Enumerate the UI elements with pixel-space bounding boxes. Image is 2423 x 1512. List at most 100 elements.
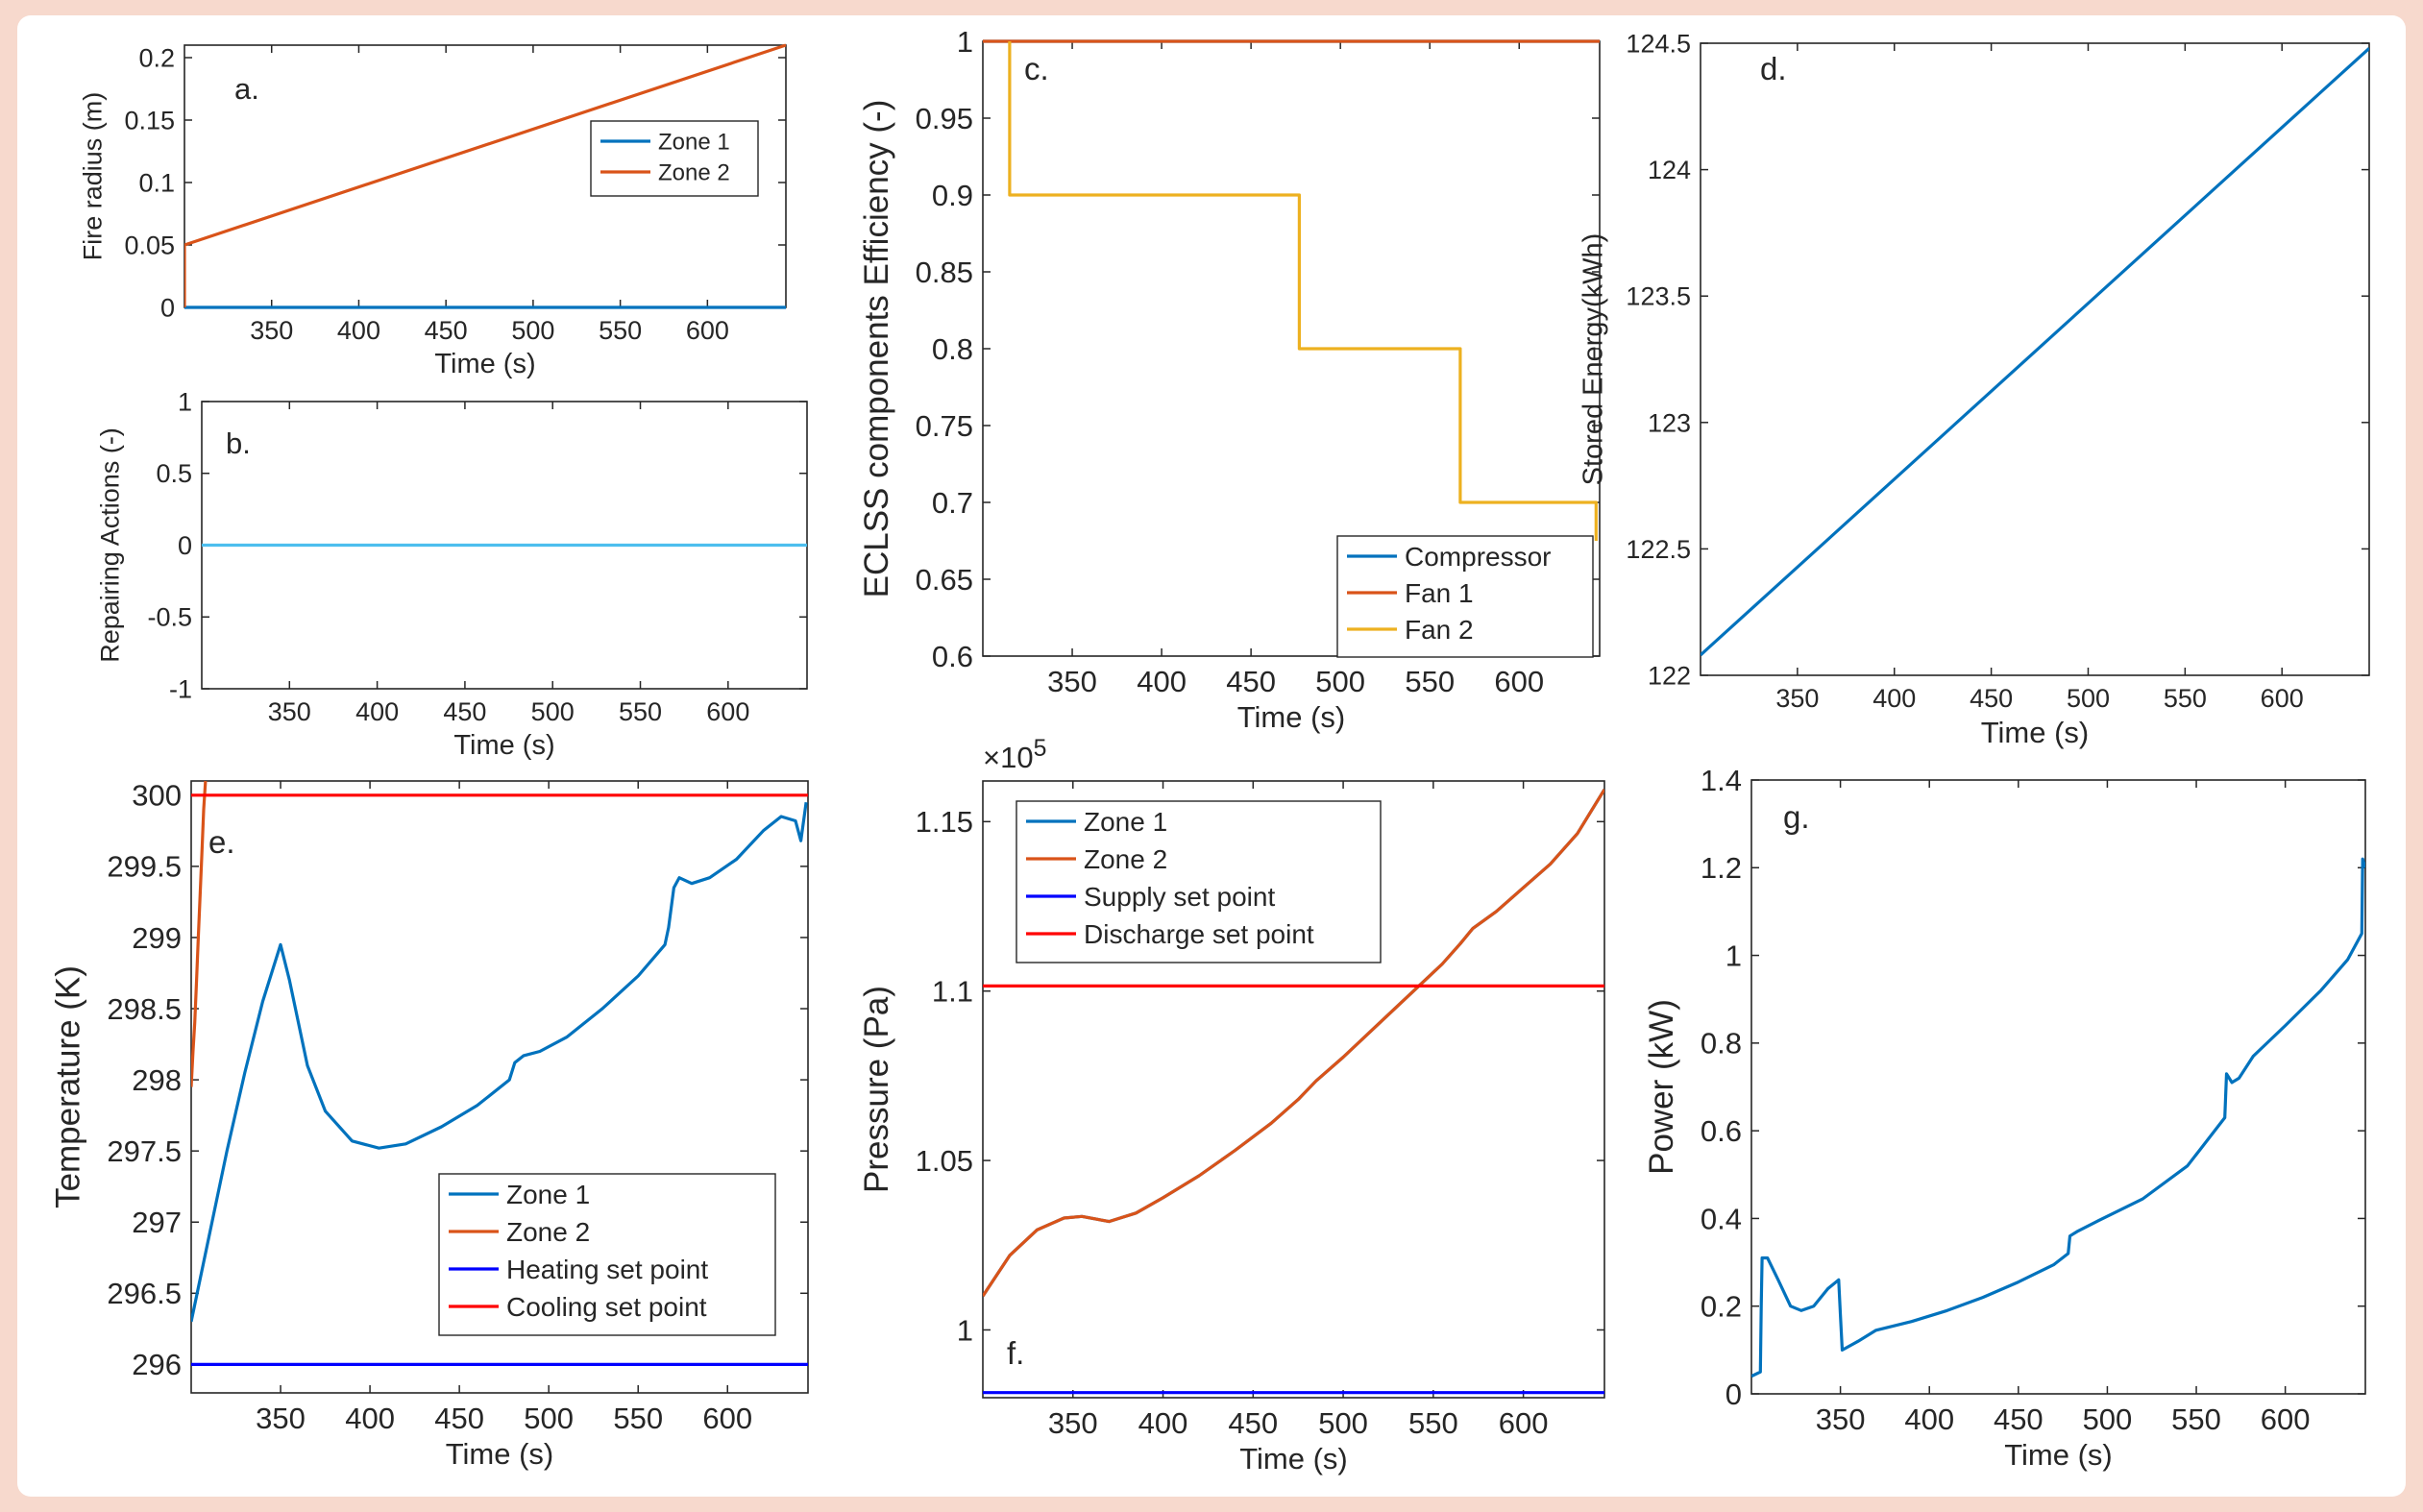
x-tick-label: 450 [1994,1402,2044,1436]
x-tick-label: 450 [1970,684,2013,713]
y-tick-label: 1.2 [1701,851,1742,885]
y-tick-label: 0.8 [932,332,973,366]
y-axis-label: Temperature (K) [49,965,86,1208]
x-tick-label: 500 [2067,684,2110,713]
x-tick-label: 600 [2261,1402,2311,1436]
y-tick-label: 299 [132,921,182,955]
legend-entry: Supply set point [1084,882,1275,912]
x-axis-label: Time (s) [1237,700,1346,734]
legend-entry: Heating set point [506,1255,708,1284]
legend: Zone 1 Zone 2 Supply set point Discharge se… [1016,800,1382,963]
x-tick-label: 550 [1405,665,1455,698]
y-tick-label: 1 [178,387,192,416]
chart-panel-g: 350 400 450 500 550 600 0 0.2 0.4 0.6 0.8 1 1.2 1.4 Ti… [1643,764,2366,1472]
x-tick-label: 600 [686,316,729,345]
x-axis-label: Time (s) [446,1437,554,1471]
legend: Compressor Fan 1 Fan 2 [1336,535,1594,658]
series-line-zone-2 [983,788,1604,1298]
y-tick-label: 297.5 [107,1134,182,1168]
y-tick-label: 1 [957,25,973,59]
y-tick-label: 298.5 [107,992,182,1026]
x-tick-label: 350 [1775,684,1819,713]
legend-entry: Fan 2 [1405,615,1474,645]
series-group [983,39,1600,541]
x-tick-label: 400 [337,316,380,345]
series-group [191,780,808,1367]
y-tick-label: 1 [1725,939,1742,972]
y-axis-label: Repairing Actions (-) [95,427,124,663]
y-tick-label: 0.2 [1701,1290,1742,1324]
x-tick-label: 400 [1138,1406,1188,1440]
x-tick-label: 350 [256,1402,306,1435]
y-tick-label: 122.5 [1626,535,1691,564]
x-tick-label: 450 [443,697,486,726]
x-axis-label: Time (s) [1239,1442,1348,1475]
legend-entry: Compressor [1405,542,1551,572]
legend-entry: Zone 2 [1084,844,1167,874]
x-tick-label: 350 [1048,1406,1098,1440]
series-group [1751,857,2365,1378]
chart-panel-e: 350 400 450 500 550 600 296 296.5 297 297.5 298 298… [49,779,809,1471]
chart-panel-c: 350 400 450 500 550 600 0.6 0.65 0.7 0.75 0.8 0.85 0… [858,25,1601,734]
y-tick-label: 0.9 [932,179,973,212]
series-group [1701,47,2369,657]
y-tick-label: 1.05 [916,1144,973,1178]
y-axis-label: ECLSS components Efficiency (-) [858,100,895,598]
x-tick-label: 550 [613,1402,663,1435]
series-line-power [1751,857,2365,1378]
x-tick-label: 450 [1228,1406,1278,1440]
y-tick-label: 0.8 [1701,1027,1742,1061]
y-tick-label: 300 [132,779,182,813]
y-tick-label: 299.5 [107,850,182,884]
y-tick-label: 0 [160,293,175,322]
x-tick-label: 400 [355,697,399,726]
axes-box [1750,779,2366,1395]
y-tick-label: 0.7 [932,486,973,520]
legend-entry: Cooling set point [506,1292,707,1322]
y-tick-label: 0.4 [1701,1202,1742,1235]
y-tick-label: 0 [178,531,192,560]
x-tick-label: 350 [250,316,293,345]
series-line-zone-2 [184,43,786,307]
x-tick-label: 350 [268,697,311,726]
panel-label: g. [1783,799,1810,835]
legend-box [438,1173,776,1336]
x-tick-label: 400 [1872,684,1916,713]
x-axis-label: Time (s) [453,730,554,761]
y-tick-label: -1 [169,674,192,703]
y-tick-label: 1.15 [916,805,973,839]
y-tick-label: 123.5 [1626,282,1691,311]
y-tick-label: 298 [132,1063,182,1097]
chart-panel-d: 350 400 450 500 550 600 122 122.5 123 123.5 124 124… [1578,29,2370,749]
y-tick-label: 124 [1648,156,1691,184]
y-axis-label: Pressure (Pa) [858,986,895,1193]
chart-panel-b: 350 400 450 500 550 600 -1 -0.5 0 0.5 1 Time (s) Rep… [95,387,808,761]
legend-entry: Zone 1 [506,1180,590,1209]
x-tick-label: 600 [2261,684,2304,713]
legend-entry: Zone 1 [658,130,730,156]
y-tick-label: 1 [957,1313,973,1347]
legend-box [1016,800,1382,963]
x-tick-label: 500 [1318,1406,1368,1440]
y-tick-label: 0.6 [1701,1114,1742,1148]
y-axis-label: Fire radius (m) [78,92,107,261]
y-tick-label: 297 [132,1206,182,1239]
x-tick-label: 600 [1499,1406,1549,1440]
exponent-base: ×10 [983,741,1034,774]
x-axis-label: Time (s) [2004,1438,2113,1472]
panel-label: f. [1007,1335,1024,1371]
x-tick-label: 500 [2083,1402,2133,1436]
y-tick-label: 0.6 [932,640,973,673]
series-group [184,43,786,309]
x-tick-label: 550 [1408,1406,1458,1440]
x-tick-label: 450 [434,1402,484,1435]
panel-label: d. [1760,51,1787,86]
y-tick-label: 0.2 [138,43,175,72]
series-line-zone-2 [191,780,208,1087]
x-tick-label: 400 [345,1402,395,1435]
y-tick-label: 1.4 [1701,764,1742,797]
x-tick-label: 350 [1047,665,1097,698]
y-tick-label: 0.75 [916,409,973,443]
y-tick-label: 0 [1725,1378,1742,1411]
